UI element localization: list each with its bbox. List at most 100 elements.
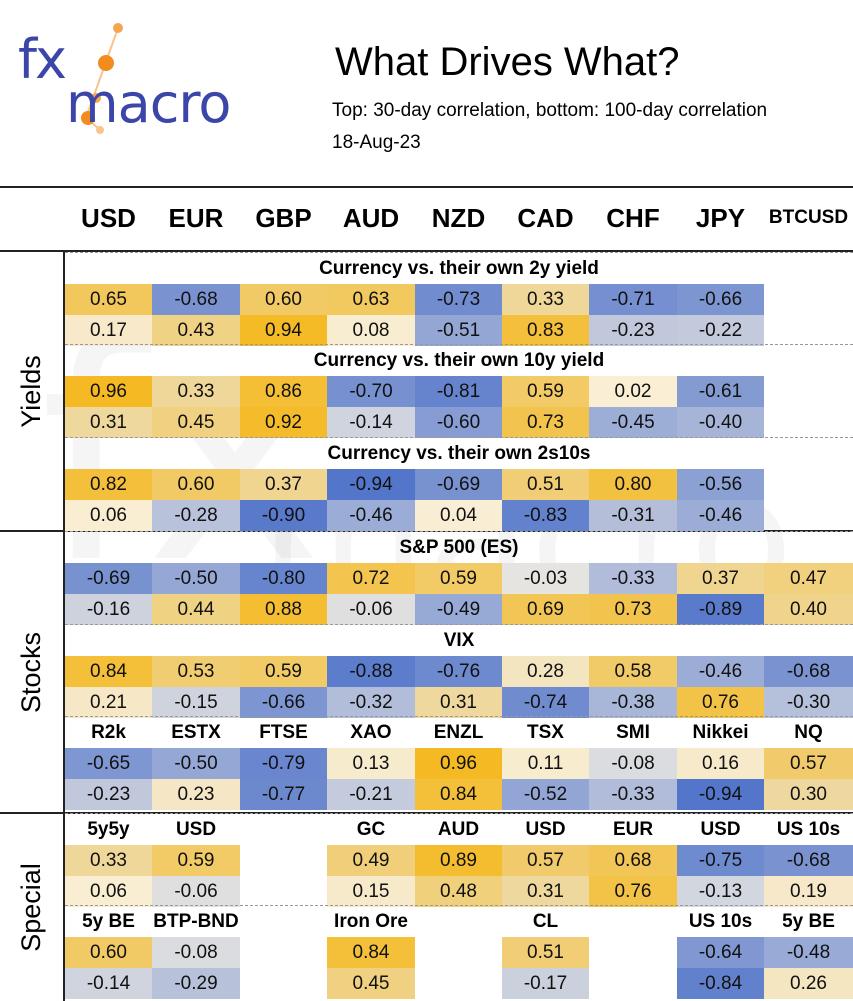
- corr-30d-cell: 0.84: [327, 937, 415, 968]
- corr-100d-cell: -0.15: [152, 687, 240, 718]
- corr-30d-cell: -0.94: [327, 469, 415, 500]
- corr-100d-cell: -0.51: [415, 315, 502, 346]
- corr-100d-cell: 0.40: [764, 594, 853, 625]
- corr-100d-cell: 0.23: [152, 779, 240, 810]
- block-separator: [65, 344, 853, 345]
- corr-30d-cell: 0.28: [502, 656, 589, 687]
- corr-30d-cell: 0.51: [502, 937, 589, 968]
- column-header-nzd: NZD: [431, 203, 486, 233]
- corr-30d-cell: -0.68: [764, 656, 853, 687]
- corr-100d-cell: 0.94: [240, 315, 327, 346]
- block-column-label: XAO: [350, 722, 392, 743]
- corr-100d-cell: -0.45: [589, 407, 677, 438]
- corr-100d-cell: -0.90: [240, 500, 327, 531]
- corr-100d-cell: 0.69: [502, 594, 589, 625]
- block-column-label: 5y5y: [87, 819, 130, 840]
- corr-30d-cell: -0.76: [415, 656, 502, 687]
- corr-30d-cell: -0.69: [415, 469, 502, 500]
- corr-30d-cell: 0.13: [327, 748, 415, 779]
- corr-100d-cell: 0.73: [589, 594, 677, 625]
- corr-30d-cell: 0.60: [240, 284, 327, 315]
- corr-100d-cell: 0.26: [764, 968, 853, 999]
- corr-100d-cell: -0.60: [415, 407, 502, 438]
- block-title: Currency vs. their own 2s10s: [327, 443, 591, 464]
- corr-30d-cell: 0.65: [65, 284, 152, 315]
- corr-30d-cell: -0.03: [502, 563, 589, 594]
- corr-30d-cell: 0.37: [240, 469, 327, 500]
- corr-30d-cell: 0.59: [502, 376, 589, 407]
- corr-30d-cell: 0.96: [415, 748, 502, 779]
- corr-100d-cell: -0.38: [589, 687, 677, 718]
- corr-100d-cell: -0.23: [65, 779, 152, 810]
- corr-30d-cell: 0.82: [65, 469, 152, 500]
- corr-100d-cell: 0.45: [327, 968, 415, 999]
- block-title: VIX: [443, 630, 475, 651]
- corr-100d-cell: -0.74: [502, 687, 589, 718]
- logo-dots-icon: [81, 23, 123, 134]
- block-column-label: ENZL: [433, 722, 484, 743]
- corr-100d-cell: 0.17: [65, 315, 152, 346]
- corr-30d-cell: 0.59: [415, 563, 502, 594]
- corr-30d-cell: 0.02: [589, 376, 677, 407]
- corr-30d-cell: -0.08: [589, 748, 677, 779]
- corr-100d-cell: -0.17: [502, 968, 589, 999]
- block-column-label: 5y BE: [782, 911, 835, 932]
- block-column-label: BTP-BND: [153, 911, 239, 932]
- corr-100d-cell: 0.19: [764, 876, 853, 907]
- corr-30d-cell: 0.59: [240, 656, 327, 687]
- corr-30d-cell: -0.88: [327, 656, 415, 687]
- header-divider: [0, 250, 853, 252]
- corr-100d-cell: 0.31: [65, 407, 152, 438]
- corr-30d-cell: 0.60: [152, 469, 240, 500]
- corr-100d-cell: -0.77: [240, 779, 327, 810]
- corr-100d-cell: 0.88: [240, 594, 327, 625]
- block-column-label: CL: [532, 911, 559, 932]
- block-column-label: Iron Ore: [334, 911, 408, 932]
- corr-100d-cell: -0.49: [415, 594, 502, 625]
- corr-30d-cell: -0.70: [327, 376, 415, 407]
- corr-30d-cell: -0.46: [677, 656, 764, 687]
- corr-30d-cell: -0.80: [240, 563, 327, 594]
- corr-100d-cell: 0.73: [502, 407, 589, 438]
- corr-30d-cell: 0.37: [677, 563, 764, 594]
- block-column-label: GC: [356, 819, 386, 840]
- corr-30d-cell: 0.11: [502, 748, 589, 779]
- corr-30d-cell: 0.33: [152, 376, 240, 407]
- block-separator: [65, 624, 853, 625]
- block-column-label: Nikkei: [692, 722, 749, 743]
- corr-30d-cell: 0.86: [240, 376, 327, 407]
- corr-30d-cell: -0.79: [240, 748, 327, 779]
- corr-100d-cell: -0.46: [677, 500, 764, 531]
- column-header-chf: CHF: [606, 203, 660, 233]
- corr-30d-cell: -0.64: [677, 937, 764, 968]
- group-label-stocks: Stocks: [16, 631, 46, 713]
- corr-100d-cell: -0.52: [502, 779, 589, 810]
- corr-100d-cell: 0.06: [65, 500, 152, 531]
- corr-30d-cell: -0.48: [764, 937, 853, 968]
- corr-100d-cell: 0.31: [415, 687, 502, 718]
- corr-30d-cell: -0.68: [764, 845, 853, 876]
- corr-100d-cell: -0.16: [65, 594, 152, 625]
- corr-100d-cell: -0.89: [677, 594, 764, 625]
- corr-30d-cell: -0.50: [152, 563, 240, 594]
- corr-30d-cell: 0.96: [65, 376, 152, 407]
- corr-100d-cell: -0.13: [677, 876, 764, 907]
- group-label-yields: Yields: [16, 355, 47, 428]
- corr-30d-cell: 0.68: [589, 845, 677, 876]
- corr-100d-cell: -0.94: [677, 779, 764, 810]
- corr-100d-cell: 0.15: [327, 876, 415, 907]
- corr-30d-cell: -0.69: [65, 563, 152, 594]
- side-divider: [63, 252, 65, 1001]
- corr-100d-cell: -0.14: [327, 407, 415, 438]
- corr-100d-cell: 0.31: [502, 876, 589, 907]
- block-column-label: 5y BE: [82, 911, 135, 932]
- corr-100d-cell: 0.43: [152, 315, 240, 346]
- corr-30d-cell: 0.72: [327, 563, 415, 594]
- corr-30d-cell: 0.53: [152, 656, 240, 687]
- block-column-label: TSX: [527, 722, 564, 743]
- block-column-label: AUD: [437, 819, 480, 840]
- corr-100d-cell: 0.21: [65, 687, 152, 718]
- corr-100d-cell: -0.84: [677, 968, 764, 999]
- logo-macro-text: macro: [66, 72, 231, 135]
- corr-100d-cell: -0.30: [764, 687, 853, 718]
